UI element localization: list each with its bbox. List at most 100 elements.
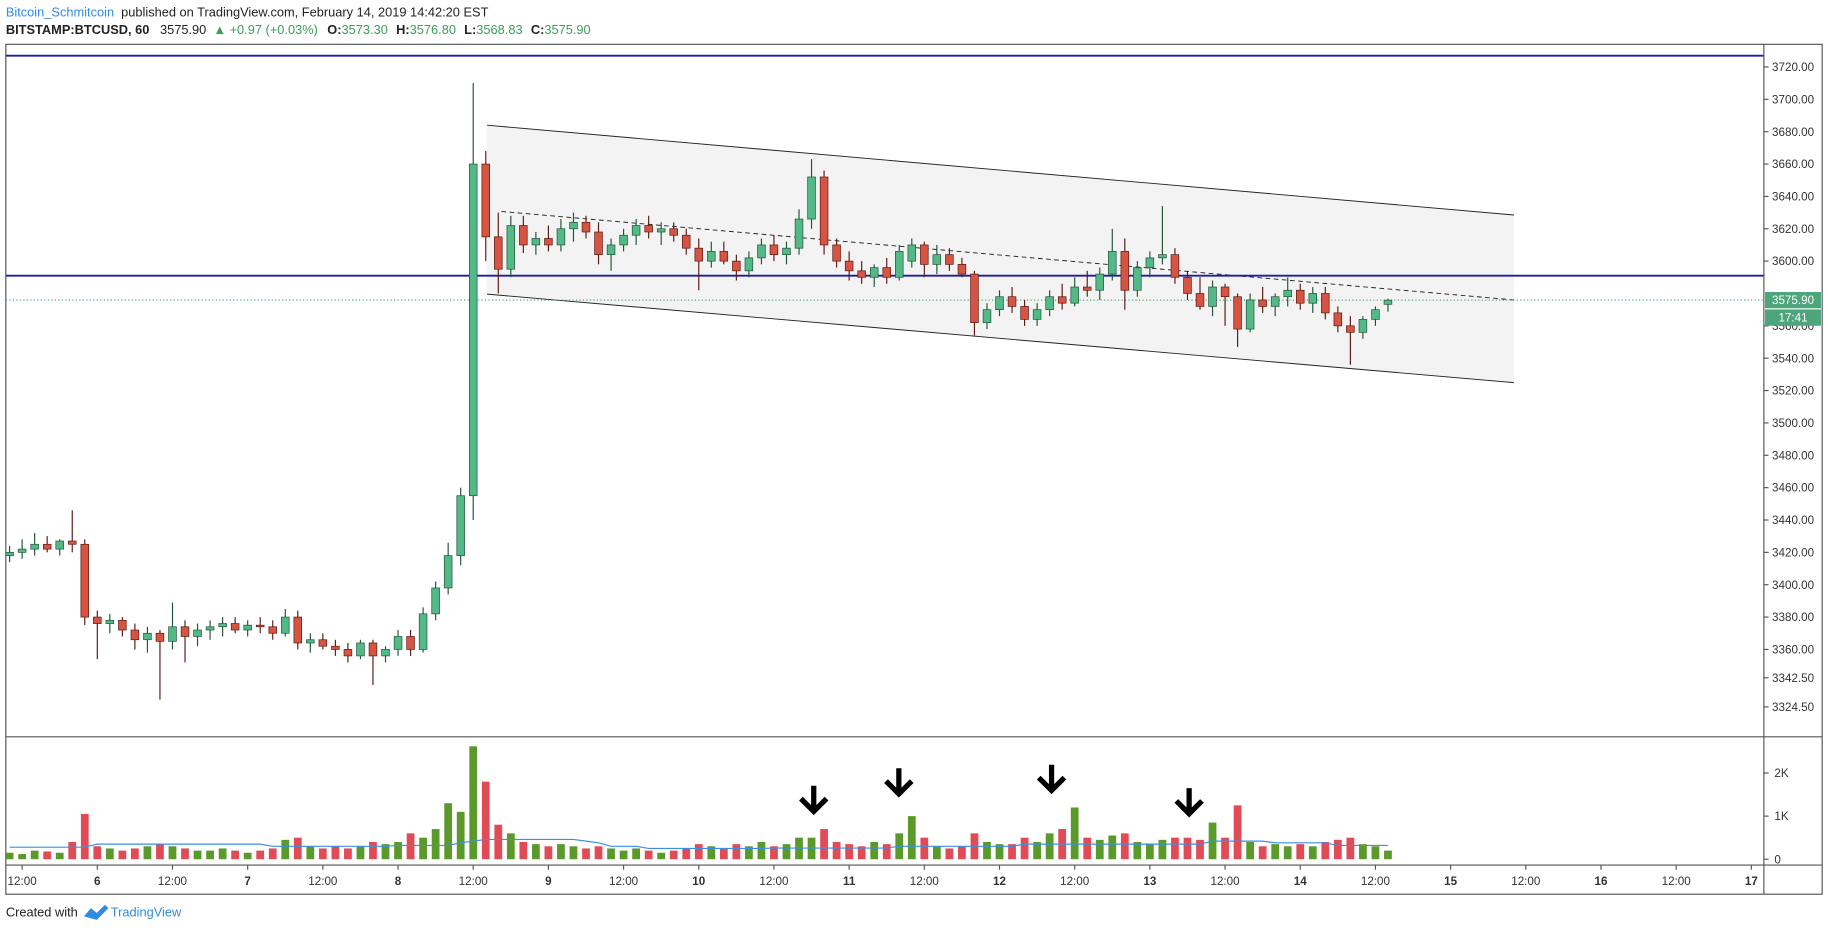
x-tick-label: 12:00: [158, 875, 188, 888]
candle-body: [331, 645, 340, 650]
y-tick-label: 3720.00: [1772, 61, 1815, 74]
volume-bar: [1196, 839, 1204, 860]
arrow: [799, 785, 829, 816]
volume-bar: [331, 846, 340, 860]
candle-body: [970, 273, 979, 323]
y-tick-label: 3460.00: [1772, 482, 1815, 495]
candle-body: [1321, 293, 1330, 314]
volume-bar: [607, 848, 615, 860]
candle-body: [42, 543, 52, 550]
candle-body: [1258, 299, 1267, 307]
volume-bar: [920, 837, 929, 860]
candle-body: [1383, 299, 1393, 305]
volume-bar: [268, 848, 277, 860]
volume-bar: [1120, 833, 1129, 860]
candle-body: [1183, 276, 1192, 294]
volume-bar: [143, 846, 152, 860]
candle-body: [606, 244, 616, 256]
candle-body: [1158, 254, 1167, 259]
volume-bar: [1333, 839, 1342, 860]
candle-body: [1245, 299, 1255, 330]
candle-body: [130, 629, 140, 641]
volume-bar: [719, 848, 728, 860]
candle-body: [468, 163, 478, 497]
x-tick-label: 12:00: [1361, 875, 1391, 888]
volume-tick-label: 1K: [1774, 810, 1788, 823]
candle-body: [406, 636, 415, 650]
axes: 3720.00 3700.00 3680.00 3660.00 3640.00 3620.…: [8, 61, 1822, 888]
volume-bar: [80, 813, 89, 860]
candle-body: [1371, 309, 1380, 320]
candle-body: [619, 234, 628, 246]
volume-bar: [1359, 844, 1367, 860]
volume-bar: [1020, 837, 1029, 860]
candle-body: [55, 540, 64, 550]
candle-body: [155, 632, 165, 642]
symbol: BITSTAMP:BTCUSD, 60: [6, 22, 150, 37]
candle-body: [932, 254, 942, 265]
ohlc-value: 3576.80: [410, 22, 456, 37]
author-link[interactable]: Bitcoin_Schmitcoin: [6, 4, 114, 19]
volume-bar: [958, 846, 966, 860]
candle-body: [1070, 286, 1079, 304]
footer-created: Created with: [6, 904, 78, 919]
volume-bar: [168, 846, 177, 860]
candle-body: [782, 247, 791, 256]
y-tick-label: 3520.00: [1772, 385, 1815, 398]
arrow: [884, 768, 914, 798]
candle-body: [644, 225, 653, 233]
volume-bar: [694, 844, 703, 860]
volume-bar: [281, 839, 290, 860]
volume-bar: [657, 852, 666, 860]
volume-bar: [1346, 837, 1355, 860]
y-tick-label: 3600.00: [1772, 255, 1815, 268]
candle-body: [168, 626, 177, 642]
candle-body: [1170, 254, 1180, 278]
ohlc-value: 3575.90: [544, 22, 590, 37]
volume-bar: [932, 846, 941, 860]
last-price-label: 3575.90: [1772, 294, 1815, 307]
candle-body: [268, 626, 277, 634]
candle-body: [581, 221, 591, 233]
volume-bar: [745, 846, 753, 860]
candle-body: [1045, 296, 1054, 311]
volume-bar: [1108, 835, 1117, 860]
volume-tick-label: 0: [1774, 853, 1781, 866]
volume-bar: [1271, 844, 1280, 860]
volume-bar: [369, 841, 377, 860]
x-tick-label: 6: [94, 875, 101, 888]
candle-body: [1283, 289, 1292, 298]
candle-body: [494, 236, 503, 270]
x-tick-label: 12:00: [1060, 875, 1090, 888]
ohlc-value: 3573.30: [342, 22, 388, 37]
volume-bar: [318, 848, 327, 860]
x-tick-label: 12:00: [759, 875, 789, 888]
volume-bar: [882, 844, 891, 860]
ohlc-key: O:: [327, 22, 341, 37]
y-tick-label: 3620.00: [1772, 223, 1815, 236]
candle-body: [819, 176, 829, 246]
volume-bar: [1258, 846, 1267, 860]
footer-brand[interactable]: TradingView: [111, 904, 182, 919]
x-tick-label: 12:00: [910, 875, 940, 888]
volume-bar: [181, 848, 189, 860]
volume-bar: [519, 841, 528, 860]
arrow: [1036, 764, 1067, 795]
candle-body: [443, 555, 453, 589]
x-tick-label: 12:00: [1511, 875, 1541, 888]
candle-body: [481, 163, 490, 238]
volume-bar: [256, 850, 265, 860]
volume-bar: [1233, 805, 1242, 860]
volume-bar: [118, 850, 127, 860]
volume-bar: [1221, 837, 1229, 860]
volume-bar: [582, 848, 590, 860]
header-line-1: Bitcoin_Schmitcoin published on TradingV…: [6, 4, 489, 19]
volume-bar: [669, 850, 678, 860]
volume-bar: [1308, 846, 1317, 860]
volume-bar: [231, 850, 240, 860]
candle-body: [506, 225, 516, 270]
volume-bar: [1145, 844, 1154, 860]
ohlc-key: C:: [531, 22, 545, 37]
ohlc-value: 3568.83: [476, 22, 522, 37]
candle-body: [180, 626, 190, 637]
